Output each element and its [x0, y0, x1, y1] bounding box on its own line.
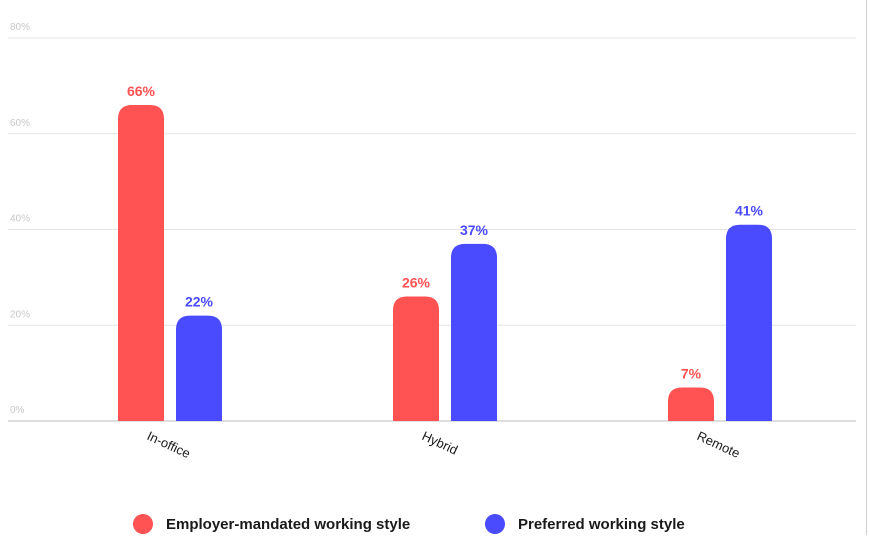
legend: Employer-mandated working style Preferre…	[0, 510, 870, 536]
y-tick-label: 20%	[10, 309, 30, 320]
category-label: Remote	[695, 428, 743, 461]
data-label: 26%	[402, 275, 431, 291]
legend-label-employer-mandated: Employer-mandated working style	[166, 515, 411, 533]
bar	[176, 315, 222, 421]
y-tick-label: 40%	[10, 214, 30, 225]
legend-item-employer-mandated: Employer-mandated working style	[133, 514, 410, 534]
right-divider	[866, 0, 867, 535]
data-label: 7%	[681, 365, 702, 381]
data-label: 41%	[735, 203, 764, 219]
bar	[393, 296, 439, 421]
data-label: 37%	[460, 222, 489, 238]
data-label: 22%	[185, 294, 214, 310]
y-tick-label: 0%	[10, 405, 25, 416]
y-tick-label: 80%	[10, 22, 30, 33]
category-label: In-office	[145, 428, 193, 461]
legend-swatch-employer-mandated	[133, 514, 153, 534]
category-label: Hybrid	[420, 428, 460, 457]
y-tick-label: 60%	[10, 118, 30, 129]
legend-item-preferred: Preferred working style	[485, 514, 685, 534]
legend-label-preferred: Preferred working style	[518, 515, 685, 533]
bar	[668, 387, 714, 421]
bar-chart: 0% 20% 40% 60% 80% 66% 22% In-office 26% 37% Hybri…	[8, 22, 856, 461]
legend-swatch-preferred	[485, 514, 505, 534]
bar	[118, 105, 164, 422]
bar	[451, 243, 497, 421]
data-label: 66%	[127, 83, 156, 99]
bar	[726, 224, 772, 421]
